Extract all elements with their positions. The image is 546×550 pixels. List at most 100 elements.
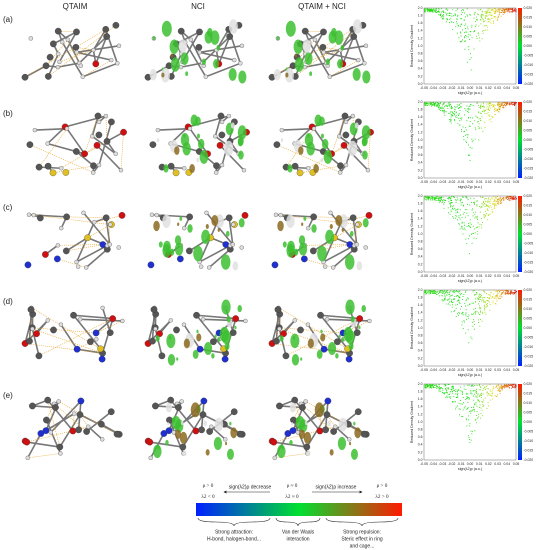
atom [73, 28, 80, 36]
bond [210, 426, 226, 440]
scatter-point [512, 104, 513, 106]
scatter-point [434, 386, 436, 388]
x-tick-label: 0.05 [513, 368, 520, 372]
scatter-point [479, 395, 481, 397]
scatter-point [469, 219, 471, 221]
scatter-point [489, 384, 491, 386]
scatter-point [478, 294, 480, 296]
scatter-point [481, 197, 483, 198]
scatter-point [496, 290, 498, 292]
scatter-point [481, 409, 483, 411]
nci-surface [279, 335, 284, 342]
x-axis-label: sign(λ2)ρ (a.u.) [458, 185, 482, 189]
atom [337, 162, 344, 170]
nci-surface [335, 353, 339, 359]
scatter-point [494, 395, 496, 397]
nci-surface [284, 67, 294, 83]
nci-surface [170, 57, 180, 72]
scatter-point [495, 200, 497, 202]
bond [352, 217, 358, 245]
scatter-point [459, 308, 461, 310]
scatter-point [492, 389, 494, 391]
scatter-point [477, 219, 478, 220]
scatter-point [468, 398, 470, 400]
scatter-point [487, 9, 489, 11]
scatter-point [512, 199, 514, 201]
scatter-point [487, 205, 489, 207]
molecule [268, 19, 371, 84]
bond-path [105, 116, 108, 142]
scatter-point [506, 103, 508, 105]
scatter-point [480, 393, 482, 395]
scatter-point [499, 106, 501, 108]
atom [273, 141, 281, 148]
scatter-point [490, 292, 491, 294]
atom [172, 169, 180, 177]
scatter-point [499, 8, 501, 10]
atom [92, 329, 100, 337]
scatter-point [438, 8, 440, 10]
scatter-point [494, 302, 496, 304]
scatter-point [472, 139, 474, 141]
scatter-point [451, 311, 452, 313]
scatter-point [430, 291, 432, 293]
scatter-point [513, 196, 515, 198]
scatter-point [424, 10, 426, 11]
scatter-point [467, 203, 468, 205]
scatter-point [443, 300, 445, 302]
scatter-point [474, 294, 475, 296]
atom [149, 141, 157, 148]
nci-surface [350, 448, 358, 460]
scatter-point [427, 385, 429, 387]
scatter-point [466, 425, 468, 427]
atom [327, 74, 332, 79]
bond [342, 36, 355, 65]
scatter-point [443, 109, 445, 111]
atom [342, 131, 350, 139]
scatter-point [447, 394, 449, 396]
scatter-point [512, 293, 514, 295]
scatter-point [457, 18, 459, 20]
scatter-point [469, 423, 471, 425]
scatter-point [462, 202, 463, 204]
atom [274, 306, 282, 313]
scatter-point [511, 102, 513, 104]
nci-surface [174, 242, 184, 256]
scatter-point [486, 205, 488, 207]
atom [95, 131, 103, 139]
scatter-point [432, 196, 434, 198]
scatter-point [502, 104, 504, 106]
scatter-point [508, 387, 510, 388]
scatter-point [493, 387, 495, 389]
scatter-point [498, 389, 500, 391]
scatter-point [485, 313, 487, 315]
scatter-point [457, 219, 459, 221]
scatter-point [506, 386, 508, 388]
scatter-point [466, 129, 468, 131]
scatter-point [449, 391, 451, 392]
scatter-point [512, 197, 514, 198]
scatter-point [487, 8, 489, 10]
scatter-point [427, 290, 429, 292]
scatter-point [456, 390, 458, 392]
scatter-point [478, 111, 480, 113]
scatter-point [486, 29, 488, 31]
scatter-point [427, 103, 429, 105]
scatter-point [431, 11, 433, 12]
scatter-point [438, 196, 440, 198]
atom [297, 326, 304, 334]
atom [49, 169, 57, 177]
y-tick-label: 0.6 [418, 341, 423, 345]
atom [80, 74, 85, 79]
scatter-point [514, 8, 516, 9]
atom [27, 306, 35, 313]
colorbar-tick-label: 0.020 [524, 194, 533, 198]
nci-surface [211, 353, 215, 359]
scatter-point [497, 296, 499, 298]
scatter-point [496, 110, 498, 112]
atom [87, 338, 94, 346]
scatter-point [500, 386, 502, 388]
scatter-point [455, 217, 457, 219]
scatter-point [429, 385, 431, 387]
y-tick-label: 1.2 [418, 130, 423, 134]
